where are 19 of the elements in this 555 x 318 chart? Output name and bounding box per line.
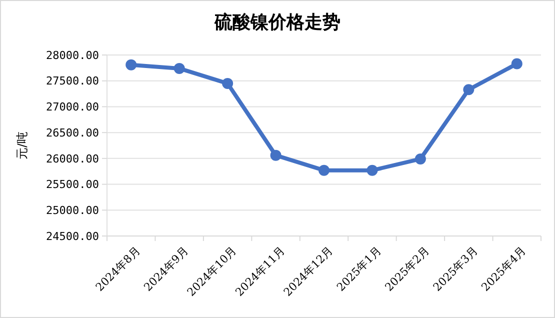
point [414, 153, 426, 164]
y-tick-label: 28000.00 [46, 48, 99, 62]
y-axis-title: 元/吨 [15, 131, 29, 160]
y-tick-label: 26000.00 [46, 152, 99, 166]
y-tick-label: 25500.00 [46, 178, 99, 192]
chart-title: 硫酸镍价格走势 [214, 12, 340, 33]
y-tick-label: 27000.00 [46, 100, 99, 114]
point [222, 78, 234, 89]
point [463, 84, 474, 96]
y-tick-label: 27500.00 [46, 74, 99, 88]
point [126, 59, 137, 70]
point [511, 58, 522, 70]
y-tick-label: 26500.00 [46, 126, 99, 140]
y-tick-label: 25000.00 [46, 204, 99, 217]
point [270, 150, 282, 161]
y-tick-label: 24500.00 [46, 230, 99, 243]
point [366, 164, 378, 176]
point [174, 62, 185, 74]
point [318, 164, 330, 176]
